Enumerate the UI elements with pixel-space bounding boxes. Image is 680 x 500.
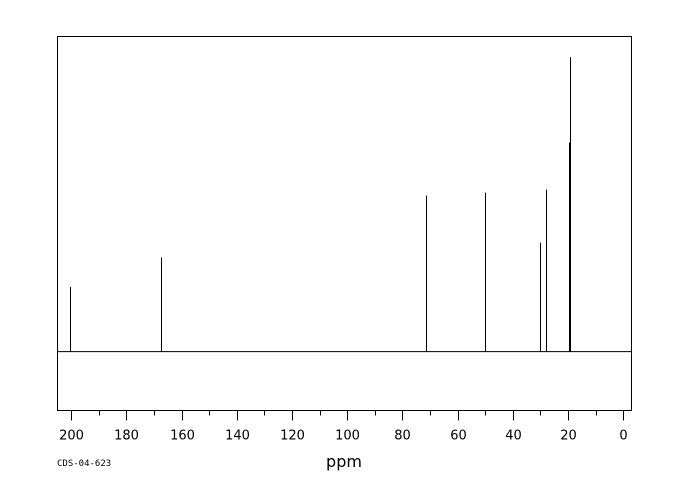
x-tick-label: 160 [170,429,195,444]
x-tick-label: 40 [505,429,522,444]
peak-group [70,57,571,352]
x-axis-label: ppm [326,452,362,471]
x-tick-label: 200 [59,429,84,444]
x-tick-label: 100 [335,429,360,444]
x-tick-label: 60 [450,429,467,444]
x-tick-label: 180 [114,429,139,444]
x-tick-label: 120 [280,429,305,444]
x-tick-label: 0 [619,429,627,444]
x-axis-ticks: 200 180 160 140 120 100 80 60 40 20 0 [59,410,628,444]
x-tick-label: 80 [394,429,411,444]
plot-frame [57,36,632,411]
x-tick-label: 140 [225,429,250,444]
x-tick-label: 20 [560,429,577,444]
spectrum-code-label: CDS-04-623 [57,459,111,469]
